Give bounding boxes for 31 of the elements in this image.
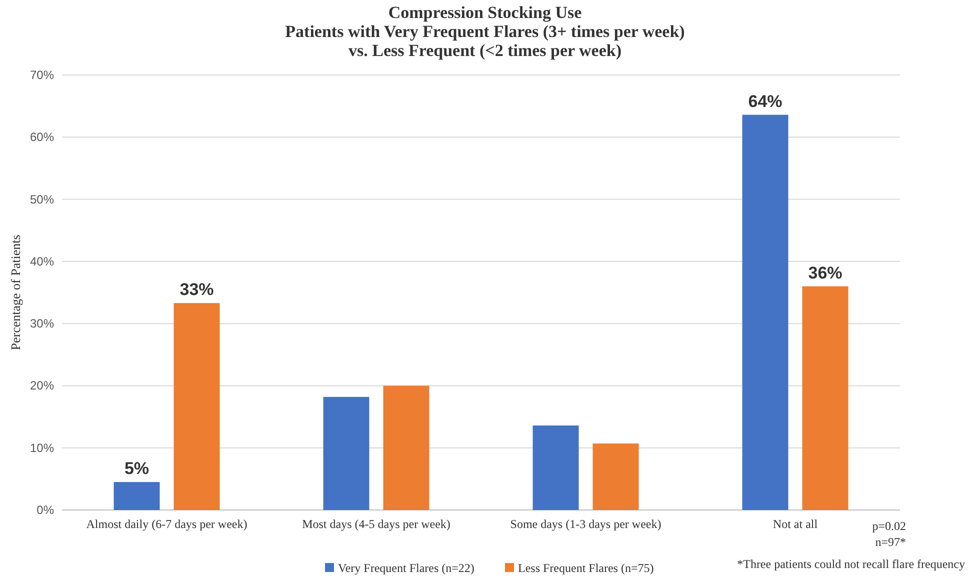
y-tick-label: 20% xyxy=(30,378,54,393)
x-tick-label: Almost daily (6-7 days per week) xyxy=(86,517,248,531)
y-tick-label: 10% xyxy=(30,440,54,455)
x-tick-label: Not at all xyxy=(772,517,818,531)
y-axis-title: Percentage of Patients xyxy=(8,234,23,350)
y-tick-label: 60% xyxy=(30,130,54,144)
bar xyxy=(114,482,160,510)
y-tick-label: 30% xyxy=(30,316,54,331)
y-tick-label: 70% xyxy=(30,68,54,82)
y-tick-label: 40% xyxy=(30,254,54,268)
chart-title: Compression Stocking Use Patients with Very Frequent Flares (3+ times per week) vs. Less Frequent (<2 times per week) xyxy=(285,3,685,60)
bar xyxy=(742,114,788,510)
bar xyxy=(323,396,370,510)
data-label: 5% xyxy=(124,459,150,478)
bar xyxy=(174,303,220,510)
text: p=0.02 xyxy=(872,519,906,533)
x-tick-label: Most days (4-5 days per week) xyxy=(302,517,450,531)
data-label: 64% xyxy=(748,92,782,111)
data-label: 36% xyxy=(808,263,842,282)
y-tick-label: 50% xyxy=(30,192,54,206)
legend-label: Less Frequent Flares (n=75) xyxy=(518,561,654,575)
text: *Three patients could not recall flare frequency xyxy=(737,557,965,571)
bar xyxy=(532,425,579,510)
legend-label: Very Frequent Flares (n=22) xyxy=(338,561,474,575)
bar xyxy=(592,444,639,510)
bar xyxy=(383,386,430,510)
data-label: 33% xyxy=(180,280,214,300)
text: n=97* xyxy=(875,535,906,549)
bar xyxy=(802,286,848,510)
x-tick-label: Some days (1-3 days per week) xyxy=(510,517,662,531)
y-tick-label: 0% xyxy=(36,503,54,517)
